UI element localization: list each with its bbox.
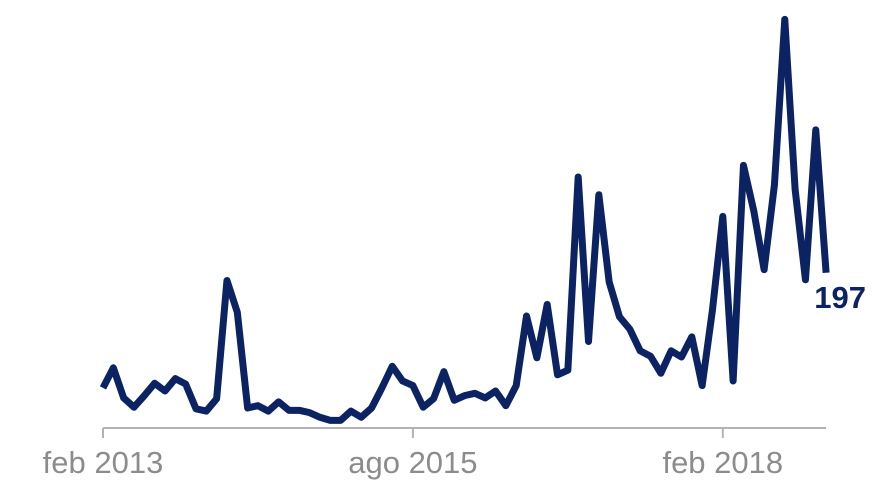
end-value-label: 197 bbox=[814, 280, 866, 315]
x-tick-label: feb 2018 bbox=[662, 445, 783, 480]
x-tick-label: ago 2015 bbox=[348, 445, 477, 480]
data-line bbox=[99, 15, 830, 424]
x-tick-label: feb 2013 bbox=[43, 445, 164, 480]
